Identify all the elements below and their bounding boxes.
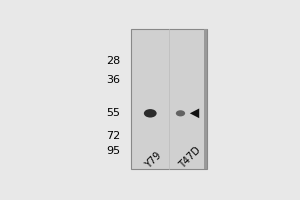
Bar [204,29,207,169]
Text: 55: 55 [106,108,120,118]
Text: 72: 72 [106,131,120,141]
Ellipse shape [176,110,185,116]
Text: 95: 95 [106,146,120,156]
Text: 28: 28 [106,56,120,66]
Ellipse shape [144,109,157,118]
Bar [130,29,207,169]
Text: T47D: T47D [177,145,203,170]
Polygon shape [190,108,199,118]
Text: 36: 36 [106,75,120,85]
Text: Y79: Y79 [143,150,163,170]
